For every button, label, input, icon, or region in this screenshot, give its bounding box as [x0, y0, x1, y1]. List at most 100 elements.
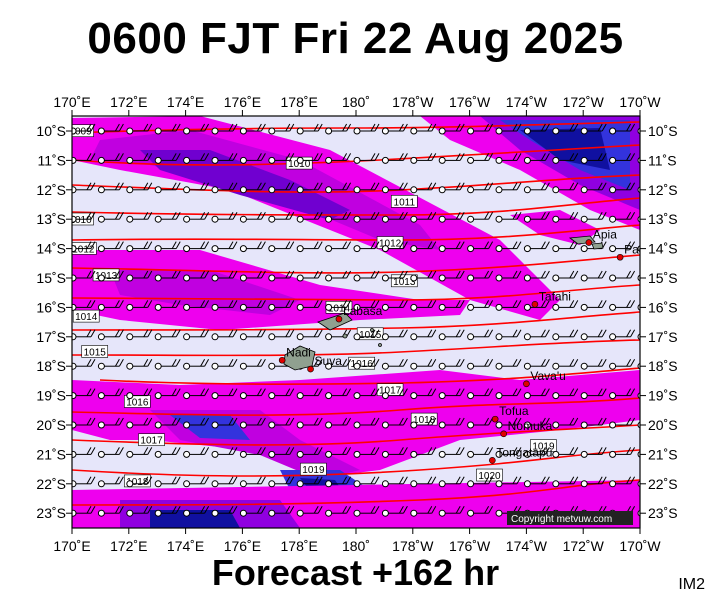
wind-barb	[438, 300, 465, 311]
lat-label-right: 19˚S	[648, 388, 678, 404]
wind-barb	[183, 329, 210, 341]
wind-barb	[438, 123, 465, 135]
wind-barb	[211, 417, 238, 429]
wind-barb	[410, 153, 437, 164]
wind-barb	[410, 329, 437, 341]
wind-barb	[97, 329, 124, 341]
wind-barb	[495, 123, 522, 135]
wind-barb	[239, 358, 266, 370]
wind-barb	[296, 476, 323, 488]
wind-barb	[126, 300, 153, 311]
lon-label-bottom: 174˚W	[506, 538, 548, 554]
wind-barb	[325, 358, 352, 370]
wind-barb	[495, 300, 522, 311]
wind-barb	[410, 505, 437, 517]
place-label: Nadi	[286, 345, 311, 359]
wind-barb	[580, 447, 607, 458]
lon-label-top: 178˚E	[281, 94, 318, 110]
isobar-label: 1010	[288, 159, 311, 170]
wind-barb	[325, 123, 352, 135]
wind-barb	[296, 211, 323, 223]
place-label: Nomuka	[508, 419, 553, 433]
wind-barb	[381, 358, 408, 370]
wind-barb	[268, 505, 295, 517]
wind-barb	[353, 358, 380, 370]
wind-barb	[154, 358, 181, 370]
lon-label-bottom: 170˚W	[619, 538, 661, 554]
wind-barb	[552, 329, 579, 341]
lat-label-left: 16˚S	[36, 299, 66, 315]
lat-label-right: 17˚S	[648, 329, 678, 345]
wind-barb	[72, 417, 96, 429]
wind-barb	[410, 476, 437, 488]
wind-barb	[410, 388, 437, 400]
wind-barb	[211, 447, 238, 458]
wind-barb	[552, 447, 579, 458]
wind-barb	[325, 300, 352, 311]
wind-barb	[296, 388, 323, 400]
lon-label-bottom: 176˚W	[449, 538, 491, 554]
wind-barb	[552, 476, 579, 488]
lat-label-left: 23˚S	[36, 505, 66, 521]
wind-barb	[495, 153, 522, 164]
wind-barb	[211, 153, 238, 164]
lat-label-right: 11˚S	[648, 152, 677, 168]
wind-barb	[72, 270, 96, 282]
wind-barb	[353, 388, 380, 400]
wind-barb	[97, 505, 124, 517]
wind-barb	[580, 123, 607, 135]
wind-barb	[580, 270, 607, 282]
lon-label-top: 178˚W	[392, 94, 434, 110]
wind-barb	[609, 447, 636, 458]
wind-barb	[154, 329, 181, 341]
lon-label-bottom: 178˚E	[281, 538, 318, 554]
place-label: Tofua	[499, 404, 529, 418]
wind-barb	[126, 388, 153, 400]
rain-band-north	[72, 116, 560, 320]
wind-barb	[154, 476, 181, 488]
wind-barb	[467, 123, 494, 135]
wind-barb	[410, 358, 437, 370]
wind-barb	[410, 241, 437, 253]
lat-label-left: 22˚S	[36, 476, 66, 492]
wind-barb	[467, 388, 494, 400]
wind-barb	[325, 476, 352, 488]
place-marker	[585, 239, 593, 246]
wind-barb	[211, 505, 238, 517]
isobar-label: 1013	[393, 277, 416, 288]
axis-ticks: 170˚E 170˚E 172˚E 172˚E 174˚E 174˚E 176˚E 176˚E…	[36, 94, 677, 554]
wind-barb	[296, 329, 323, 341]
lon-label-bottom: 174˚E	[167, 538, 204, 554]
wind-barb	[580, 300, 607, 311]
isobar-label-box	[476, 468, 503, 482]
wind-barb	[154, 300, 181, 311]
wind-barb	[467, 182, 494, 194]
isobar-label: 1010	[69, 215, 92, 226]
wind-barb	[467, 329, 494, 341]
wind-barb	[126, 270, 153, 282]
wind-barb	[410, 270, 437, 282]
wind-barb	[154, 505, 181, 517]
wind-barb	[353, 329, 380, 341]
wind-barb	[325, 153, 352, 164]
lat-label-right: 14˚S	[648, 241, 678, 257]
wind-barb	[183, 447, 210, 458]
wind-barb	[609, 153, 636, 164]
place-marker	[616, 253, 624, 261]
wind-barb	[495, 476, 522, 488]
isobar-label: 1012	[72, 244, 95, 255]
wind-barb	[126, 182, 153, 194]
wind-barb	[126, 417, 153, 429]
wind-barb	[523, 388, 550, 400]
wind-barb	[438, 211, 465, 223]
wind-barb	[495, 447, 522, 458]
place-label: Tafahi	[539, 289, 571, 303]
wind-barb	[552, 300, 579, 311]
wind-barb	[580, 211, 607, 223]
wind-barb	[467, 300, 494, 311]
place-label: Pago Pago	[624, 242, 684, 256]
wind-barb	[523, 476, 550, 488]
map-title: 0600 FJT Fri 22 Aug 2025	[87, 14, 624, 63]
copyright-text: Copyright metvuw.com	[511, 514, 612, 525]
wind-barb	[154, 123, 181, 135]
